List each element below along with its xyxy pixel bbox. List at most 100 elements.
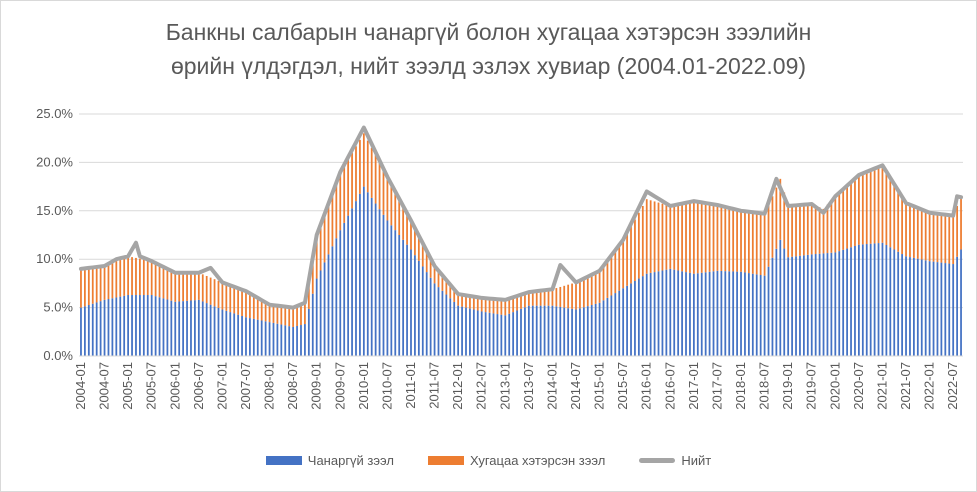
bar-overdue [213, 279, 216, 307]
bar-npl [637, 278, 640, 356]
bar-overdue [571, 283, 573, 309]
bar-overdue [708, 203, 711, 272]
chart-title: Банкны салбарын чанаргүй болон хугацаа х… [1, 15, 976, 83]
bar-overdue [555, 288, 558, 307]
bar-npl [602, 300, 605, 356]
x-tick-label: 2022-07 [945, 362, 960, 410]
bar-overdue [374, 155, 377, 204]
bar-npl [689, 272, 691, 356]
x-tick-label: 2010-07 [379, 362, 394, 410]
bar-overdue [331, 193, 334, 247]
bar-overdue [716, 204, 719, 271]
bar-overdue [736, 209, 738, 272]
bar-npl [504, 315, 507, 356]
bar-npl [720, 270, 723, 356]
bar-npl [131, 295, 133, 356]
bar-npl [119, 296, 122, 356]
bar-overdue [339, 172, 342, 231]
bar-overdue [382, 169, 385, 215]
bar-overdue [586, 275, 589, 307]
bar-overdue [425, 250, 428, 273]
bar-overdue [791, 205, 793, 257]
x-tick-label: 2016-01 [639, 362, 654, 410]
bar-npl [343, 222, 346, 356]
bar-overdue [901, 196, 903, 255]
chart-title-line-1: Банкны салбарын чанаргүй болон хугацаа х… [165, 19, 812, 45]
bar-npl [500, 314, 503, 356]
bar-overdue [406, 213, 408, 245]
bar-overdue [351, 152, 353, 209]
bar-overdue [453, 289, 456, 302]
bar-npl [111, 298, 114, 356]
bar-npl [626, 285, 628, 356]
bar-overdue [956, 205, 958, 257]
bar-npl [209, 304, 212, 356]
bar-npl [139, 295, 141, 356]
bar-overdue [865, 171, 868, 245]
legend-item-overdue: Хугацаа хэтэрсэн зээл [427, 453, 605, 468]
bar-overdue [720, 205, 723, 271]
bar-overdue [634, 219, 636, 281]
bar-npl [484, 312, 487, 356]
bar-npl [469, 308, 471, 356]
bar-overdue [319, 224, 322, 271]
bar-npl [763, 275, 766, 356]
bar-overdue [567, 284, 570, 309]
bar-npl [382, 214, 385, 356]
bar-overdue [806, 204, 809, 255]
bar-npl [681, 271, 683, 356]
bar-npl [810, 254, 813, 356]
bar-overdue [873, 168, 876, 244]
bar-npl [838, 251, 841, 356]
x-tick-label: 2017-07 [709, 362, 724, 410]
bar-npl [362, 186, 365, 356]
bar-npl [190, 300, 192, 356]
bar-overdue [390, 184, 393, 226]
chart-plot: 0.0% 5.0% 10.0% 15.0% 20.0% 25.0% 2004-01 2004-… [36, 106, 964, 410]
bar-npl [107, 299, 110, 356]
bar-overdue [818, 207, 821, 254]
bar-overdue [237, 288, 240, 315]
bar-npl [806, 254, 809, 356]
bar-overdue [221, 282, 224, 310]
bar-npl [213, 306, 216, 356]
bar-overdue [500, 299, 503, 315]
x-tick-label: 2019-01 [780, 362, 795, 410]
bar-npl [182, 301, 184, 356]
bar-npl [567, 308, 570, 356]
x-tick-label: 2011-07 [427, 362, 442, 409]
bar-overdue [205, 275, 208, 304]
bar-overdue [822, 208, 825, 254]
bar-npl [665, 269, 668, 356]
bar-npl [347, 215, 350, 356]
bar-npl [402, 239, 405, 356]
bar-npl [472, 309, 475, 356]
bar-npl [897, 251, 900, 356]
bar-npl [551, 305, 554, 356]
bar-npl [158, 297, 161, 356]
bar-npl [292, 326, 295, 356]
bar-overdue [170, 270, 173, 301]
bar-npl [740, 271, 742, 356]
bar-overdue [795, 205, 797, 257]
bar-npl [960, 249, 962, 356]
bar-overdue [182, 272, 184, 302]
bar-overdue [249, 293, 251, 319]
bar-npl [877, 243, 880, 356]
bar-npl [913, 257, 915, 356]
bar-npl [272, 322, 275, 356]
bar-npl [166, 299, 169, 356]
bar-overdue [139, 258, 141, 296]
x-tick-label: 2022-01 [922, 362, 937, 410]
bar-overdue [740, 210, 742, 272]
bar-npl [571, 308, 573, 356]
bar-overdue [394, 191, 397, 231]
bar-overdue [692, 201, 695, 274]
bar-overdue [410, 220, 412, 250]
bar-npl [488, 312, 491, 356]
bar-npl [276, 323, 279, 356]
bar-overdue [457, 294, 460, 306]
bar-overdue [245, 291, 247, 318]
x-tick-label: 2020-01 [827, 362, 842, 410]
bar-overdue [850, 182, 852, 248]
